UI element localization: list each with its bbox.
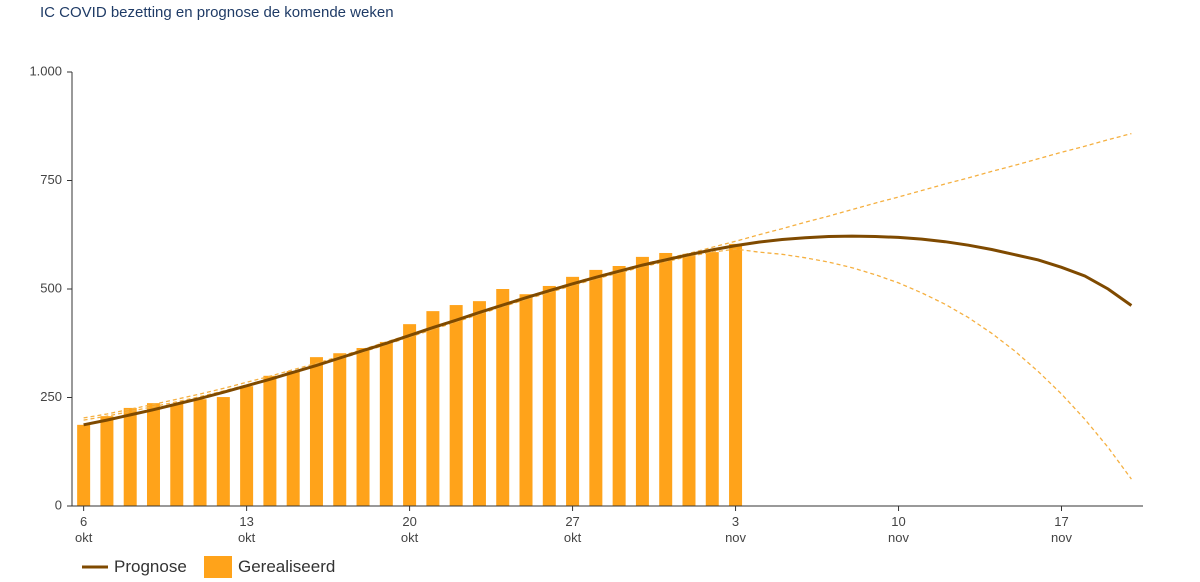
bar	[263, 375, 277, 506]
bar	[566, 276, 580, 506]
bar	[77, 424, 91, 506]
bar	[333, 353, 347, 506]
bar	[309, 357, 323, 506]
bar	[472, 301, 486, 506]
bar	[123, 407, 137, 506]
bar	[589, 269, 603, 506]
bar	[286, 371, 300, 506]
bar	[100, 416, 114, 506]
bar	[240, 386, 254, 506]
x-tick-label: 20 okt	[400, 514, 419, 545]
legend-label: Gerealiseerd	[238, 557, 336, 576]
bar	[356, 348, 370, 506]
bar	[729, 243, 743, 506]
bar	[403, 324, 417, 506]
x-tick-label: 13 okt	[237, 514, 256, 545]
x-tick-label: 27 okt	[563, 514, 582, 545]
bar	[193, 399, 207, 506]
y-tick-label: 750	[40, 172, 62, 187]
x-tick-label: 6 okt	[74, 514, 93, 545]
bar	[519, 294, 533, 506]
y-tick-label: 500	[40, 280, 62, 295]
x-tick-label: 3 nov	[725, 514, 747, 545]
bar	[379, 341, 393, 506]
forecast-line	[83, 234, 1133, 427]
bar	[146, 403, 160, 506]
bar	[659, 252, 673, 506]
legend-label: Prognose	[114, 557, 187, 576]
x-tick-label: 17 nov	[1051, 514, 1072, 545]
bar	[496, 289, 510, 506]
bar	[449, 305, 463, 506]
bar	[682, 253, 696, 506]
legend-swatch	[204, 556, 232, 578]
bar	[612, 265, 626, 506]
bar	[426, 311, 440, 506]
band-line	[83, 132, 1132, 419]
bar	[635, 256, 649, 506]
chart-title: IC COVID bezetting en prognose de komend…	[40, 4, 394, 21]
x-tick-label: 10 nov	[888, 514, 910, 545]
y-tick-label: 0	[55, 497, 62, 512]
y-tick-label: 250	[40, 389, 62, 404]
bar	[216, 397, 230, 506]
bar	[705, 252, 719, 506]
bar	[542, 285, 556, 506]
y-tick-label: 1.000	[29, 63, 62, 78]
bar	[170, 404, 184, 506]
